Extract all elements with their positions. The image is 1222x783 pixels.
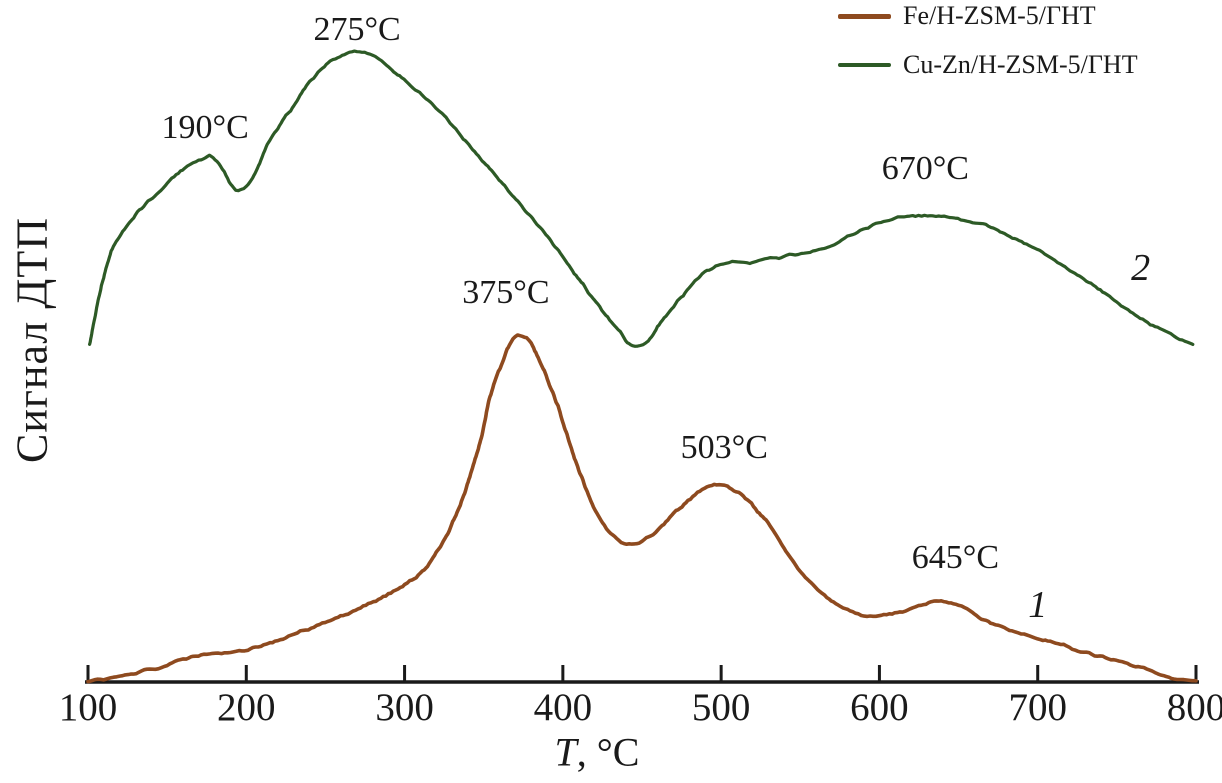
curve-number-label: 1: [1028, 584, 1048, 626]
peak-annotation: 645°C: [911, 539, 1000, 576]
x-tick-label: 500: [691, 686, 751, 729]
x-axis-label: T, °C: [555, 729, 640, 776]
peak-annotation: 275°C: [313, 11, 401, 48]
legend-line-cu-zn-icon: [838, 63, 891, 67]
x-tick-label: 600: [850, 686, 909, 729]
x-tick-label: 100: [58, 686, 118, 729]
peak-annotation: 190°C: [161, 109, 249, 146]
legend-item: Fe/H-ZSM-5/ГНТ: [838, 1, 1138, 30]
curve-number-label: 2: [1131, 247, 1151, 289]
legend: Fe/H-ZSM-5/ГНТ Cu-Zn/H-ZSM-5/ГНТ: [838, 1, 1138, 79]
x-tick-label: 700: [1008, 686, 1067, 729]
peak-annotation: 375°C: [462, 274, 550, 311]
x-tick-label: 200: [217, 686, 276, 729]
x-axis-label-unit: , °C: [576, 729, 640, 775]
legend-item: Cu-Zn/H-ZSM-5/ГНТ: [838, 50, 1138, 79]
legend-item-label: Fe/H-ZSM-5/ГНТ: [903, 1, 1096, 30]
peak-annotation: 670°C: [881, 150, 969, 187]
x-tick-label: 400: [533, 686, 593, 729]
x-tick-label: 300: [375, 686, 434, 729]
curve-1-fe: [86, 333, 1198, 684]
peak-annotation: 503°C: [680, 429, 768, 466]
x-tick-label: 800: [1166, 686, 1222, 729]
y-axis-label: Сигнал ДТП: [7, 216, 57, 464]
curve-2-cu-zn: [88, 49, 1195, 348]
legend-item-label: Cu-Zn/H-ZSM-5/ГНТ: [903, 50, 1138, 79]
x-axis-label-variable: T: [554, 729, 577, 775]
legend-line-fe-icon: [838, 13, 891, 19]
